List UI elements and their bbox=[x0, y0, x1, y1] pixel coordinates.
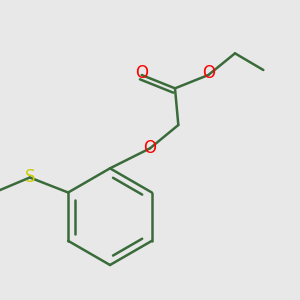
Text: O: O bbox=[135, 64, 148, 82]
Text: O: O bbox=[202, 64, 215, 82]
Text: S: S bbox=[25, 169, 35, 187]
Text: O: O bbox=[143, 139, 157, 157]
